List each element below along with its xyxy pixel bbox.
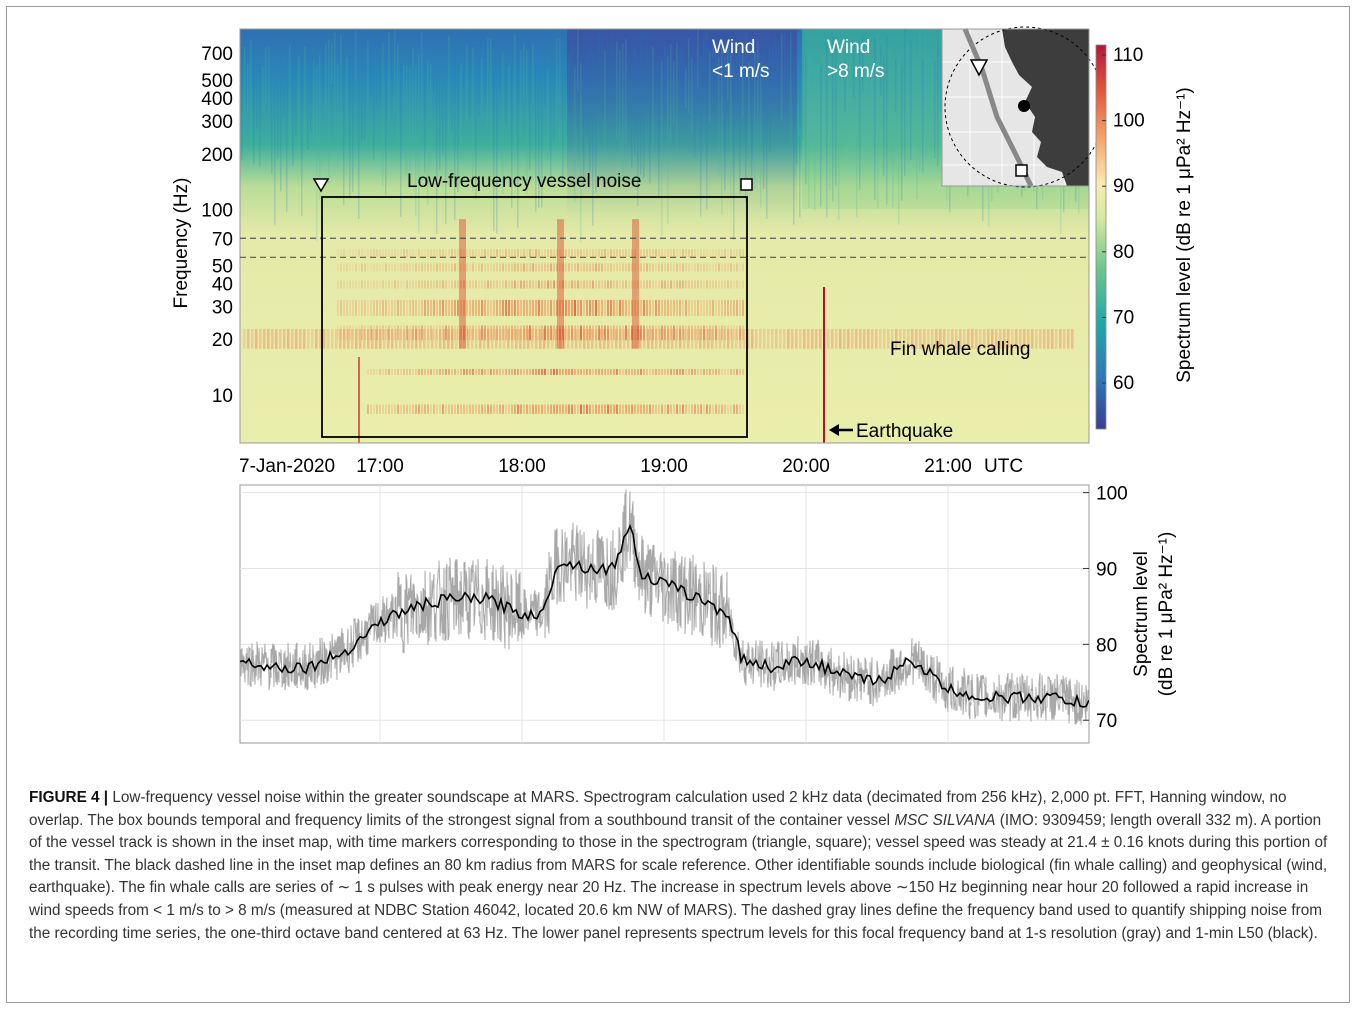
- level-axis-label-1: Spectrum level: [1131, 551, 1152, 677]
- wind-low-label-1: Wind: [712, 37, 755, 58]
- wind-high-label-2: >8 m/s: [827, 61, 885, 82]
- one-minute-L50-series: [240, 523, 1089, 708]
- time-tick-label: 18:00: [498, 456, 546, 477]
- caption-vessel-name: MSC SILVANA: [894, 811, 996, 829]
- caption-text-2: (IMO: 9309459; length overall 332 m). A …: [29, 811, 1328, 942]
- map-triangle-marker: [969, 59, 989, 77]
- time-tick-label: 20:00: [782, 456, 830, 477]
- colorbar-tick-label: 100: [1113, 111, 1145, 132]
- mars-location: [1018, 100, 1030, 112]
- frequency-axis-label: Frequency (Hz): [171, 178, 192, 309]
- inset-map: [941, 26, 1106, 188]
- caption-label: FIGURE 4 |: [29, 789, 109, 806]
- earthquake-label: Earthquake: [856, 421, 953, 442]
- inset-land: [1002, 29, 1089, 186]
- earthquake-arrow: [829, 424, 853, 436]
- time-tick-label: 21:00: [924, 456, 972, 477]
- frequency-tick-label: 100: [201, 201, 233, 222]
- figure-caption: FIGURE 4 | Low-frequency vessel noise wi…: [29, 787, 1329, 945]
- colorbar-tick-label: 110: [1113, 45, 1143, 66]
- frequency-tick-label: 10: [212, 386, 233, 407]
- level-tick-label: 100: [1096, 484, 1128, 505]
- one-second-series: [240, 489, 1089, 725]
- frequency-tick-label: 70: [212, 229, 233, 250]
- colorbar-ticks: 110 100 90 80 70 60: [1102, 45, 1145, 394]
- map-square-marker: [1015, 164, 1028, 177]
- frequency-tick-label: 700: [201, 44, 233, 65]
- level-tick-label: 70: [1096, 711, 1117, 732]
- date-label: 7-Jan-2020: [239, 456, 335, 477]
- caption-text-1: Low-frequency vessel noise within the gr…: [29, 789, 1287, 829]
- frequency-tick-label: 200: [201, 145, 233, 166]
- time-tick-label: 19:00: [640, 456, 688, 477]
- wind-high-label-1: Wind: [827, 37, 870, 58]
- figure-frame: Low-frequency vessel noise Wind <1 m/s W…: [6, 6, 1350, 1003]
- frequency-tick-label: 300: [201, 112, 233, 133]
- time-tick-label: 17:00: [356, 456, 404, 477]
- triangle-marker: [312, 178, 330, 193]
- level-tick-label: 90: [1096, 559, 1117, 580]
- utc-label: UTC: [984, 456, 1023, 477]
- colorbar-tick-label: 70: [1113, 307, 1134, 328]
- fin-whale-label: Fin whale calling: [890, 339, 1030, 360]
- level-tick-label: 80: [1096, 635, 1117, 656]
- spectrogram-frame: [239, 28, 1090, 444]
- vessel-noise-label: Low-frequency vessel noise: [407, 171, 641, 192]
- frequency-tick-label: 400: [201, 89, 233, 110]
- frequency-tick-label: 20: [212, 330, 233, 351]
- frequency-tick-label: 500: [201, 71, 233, 92]
- vessel-noise-box: [321, 196, 748, 438]
- colorbar-tick-label: 80: [1113, 242, 1134, 263]
- vessel-noise-energy: [243, 219, 1074, 414]
- frequency-tick-label: 30: [212, 298, 233, 319]
- square-marker: [740, 178, 753, 191]
- level-axis-label-2: (dB re 1 μPa² Hz⁻¹): [1156, 532, 1177, 697]
- colorbar-tick-label: 60: [1113, 373, 1134, 394]
- frequency-tick-label: 40: [212, 274, 233, 295]
- colorbar-label: Spectrum level (dB re 1 μPa² Hz⁻¹): [1174, 87, 1195, 383]
- colorbar-tick-label: 90: [1113, 176, 1134, 197]
- wind-low-label-2: <1 m/s: [712, 61, 770, 82]
- level-axis-ticks: 100 90 80 70: [1083, 484, 1128, 732]
- colorbar: [1095, 44, 1107, 430]
- figure-svg: Low-frequency vessel noise Wind <1 m/s W…: [171, 26, 1195, 744]
- frequency-tick-label: 50: [212, 256, 233, 277]
- time-axis-ticks: 17:00 18:00 19:00 20:00 21:00: [356, 456, 972, 477]
